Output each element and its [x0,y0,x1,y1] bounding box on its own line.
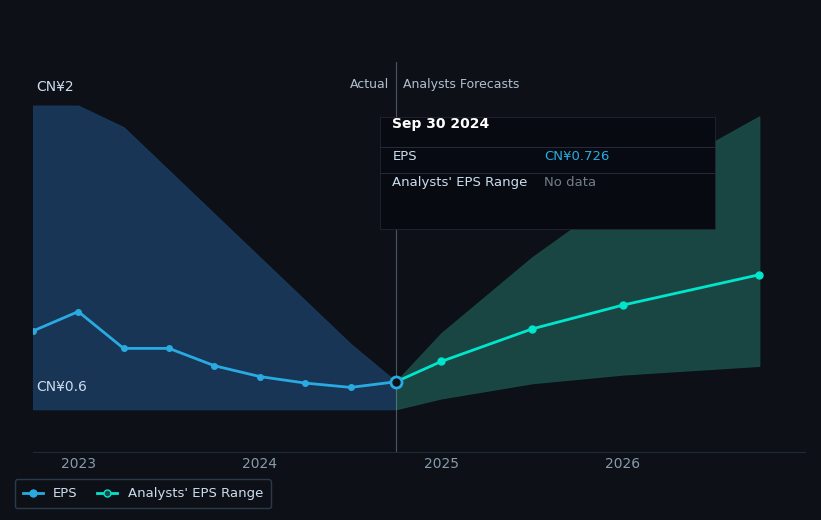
Text: CN¥2: CN¥2 [36,80,74,94]
Text: No data: No data [544,176,596,189]
Text: EPS: EPS [392,150,417,163]
Text: CN¥0.6: CN¥0.6 [36,380,87,394]
Text: Analysts' EPS Range: Analysts' EPS Range [392,176,528,189]
Legend: EPS, Analysts' EPS Range: EPS, Analysts' EPS Range [15,479,271,508]
Text: Sep 30 2024: Sep 30 2024 [392,118,489,132]
Text: CN¥0.726: CN¥0.726 [544,150,610,163]
Text: Analysts Forecasts: Analysts Forecasts [403,77,520,90]
Text: Actual: Actual [350,77,389,90]
